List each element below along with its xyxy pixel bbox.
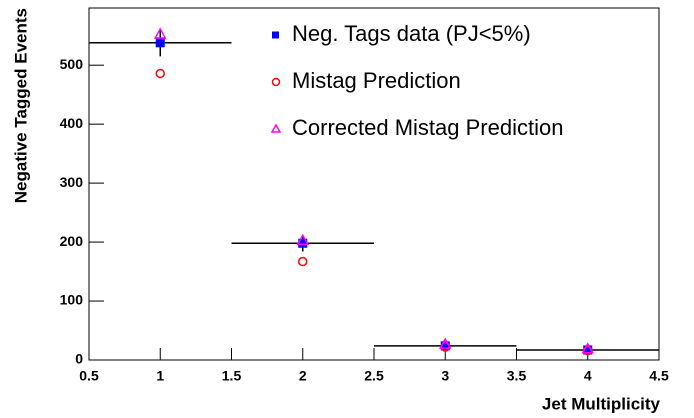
legend-marker bbox=[270, 123, 282, 133]
y-tick-label: 400 bbox=[60, 115, 84, 131]
y-tick-label: 0 bbox=[75, 351, 83, 367]
x-tick-label: 0.5 bbox=[79, 368, 99, 384]
x-tick-label: 4 bbox=[584, 368, 592, 384]
marker-triangle bbox=[296, 233, 310, 246]
marker-square bbox=[583, 345, 593, 355]
marker-triangle bbox=[153, 27, 167, 39]
x-tick-label: 3.5 bbox=[507, 368, 527, 384]
marker-circle bbox=[298, 256, 308, 267]
marker-circle bbox=[155, 68, 165, 79]
x-axis-title: Jet Multiplicity bbox=[542, 394, 661, 413]
x-tick-label: 3 bbox=[441, 368, 449, 384]
legend-label: Corrected Mistag Prediction bbox=[292, 115, 563, 140]
x-tick-label: 1.5 bbox=[222, 368, 242, 384]
plot-frame bbox=[88, 7, 660, 361]
legend-marker bbox=[271, 77, 281, 87]
x-tick-label: 1 bbox=[156, 368, 164, 384]
marker-square bbox=[440, 341, 450, 351]
y-axis-title: Negative Tagged Events bbox=[11, 8, 30, 203]
marker-triangle bbox=[581, 342, 595, 354]
legend-label: Mistag Prediction bbox=[292, 68, 461, 93]
legend-marker bbox=[272, 31, 279, 39]
marker-triangle bbox=[438, 337, 452, 349]
marker-square bbox=[155, 38, 165, 48]
x-tick-label: 4.5 bbox=[649, 368, 669, 384]
y-tick-label: 300 bbox=[60, 174, 84, 190]
marker-square bbox=[298, 238, 308, 248]
y-tick-label: 200 bbox=[60, 233, 84, 249]
x-tick-label: 2.5 bbox=[364, 368, 384, 384]
x-tick-label: 2 bbox=[299, 368, 307, 384]
legend-label: Neg. Tags data (PJ<5%) bbox=[292, 21, 531, 46]
y-tick-label: 100 bbox=[60, 292, 84, 308]
y-tick-label: 500 bbox=[60, 56, 84, 72]
